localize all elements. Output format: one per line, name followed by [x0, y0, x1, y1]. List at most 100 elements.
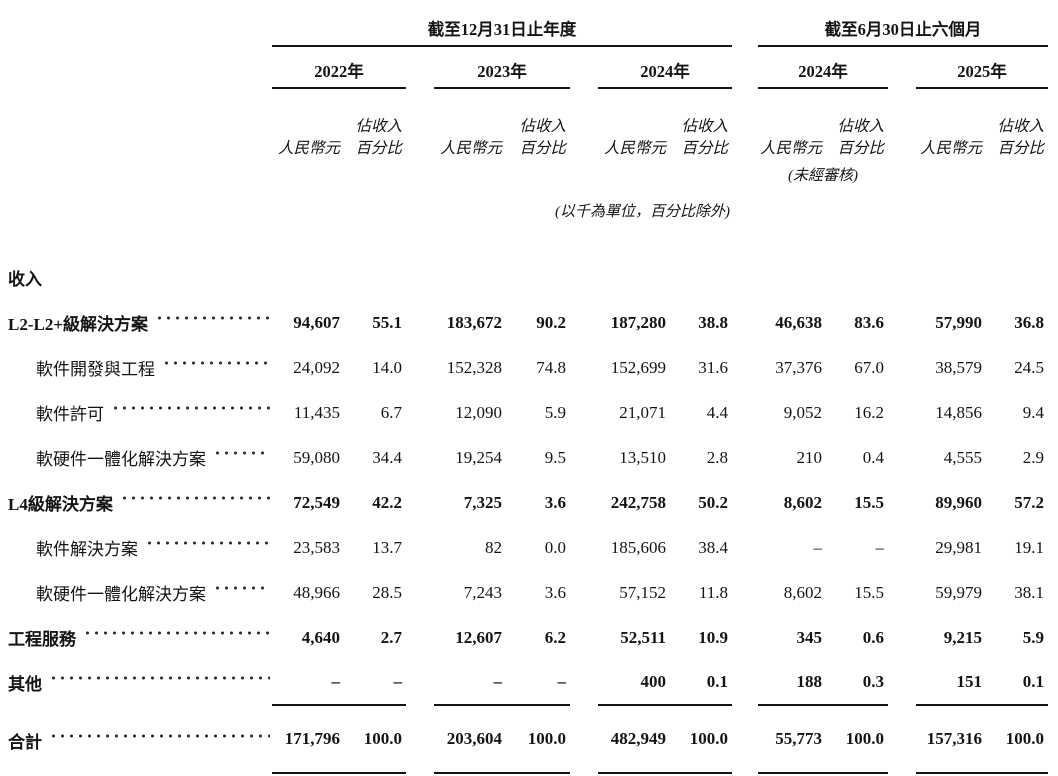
value-cell: 59,979 — [935, 582, 982, 602]
value-cell: 400 — [640, 672, 667, 691]
column-gap — [888, 570, 916, 615]
currency-header: 人民幣元 — [277, 140, 340, 157]
column-gap — [406, 345, 434, 390]
pct-cell: 38.4 — [698, 537, 728, 557]
column-gap — [406, 435, 434, 480]
dotted-leader — [213, 445, 270, 470]
row-label-inner: 其他 — [4, 670, 272, 695]
value-cell: 345 — [796, 627, 823, 647]
row-label-text: 軟硬件一體化解決方案 — [36, 450, 206, 469]
row-label-text: L4級解決方案 — [8, 495, 113, 514]
pct-cell: 6.7 — [380, 402, 402, 422]
value-cell: 9,052 — [783, 402, 822, 422]
value-cell: 23,583 — [293, 537, 340, 557]
column-gap — [732, 660, 758, 705]
column-gap — [888, 345, 916, 390]
pct-cell: 100.0 — [986, 704, 1048, 776]
column-gap — [570, 525, 598, 570]
value-cell: 82 — [485, 537, 502, 557]
value-cell: 4,640 — [301, 627, 340, 647]
value-cell: 188 — [796, 672, 823, 691]
column-gap — [406, 615, 434, 660]
year-header-row: 2022年 2023年 2024年 2024年 2025年 — [4, 46, 1048, 89]
value-cell: 7,325 — [463, 492, 502, 512]
column-gap — [406, 525, 434, 570]
row-label-inner: 合計 — [4, 727, 272, 753]
pct-cell: 38.8 — [698, 312, 728, 332]
year-header-2025-interim: 2025年 — [916, 46, 1048, 89]
pct-cell: 0.1 — [706, 672, 728, 691]
value-cell: 171,796 — [272, 704, 344, 776]
pct-cell: 28.5 — [372, 582, 402, 602]
pct-cell: 100.0 — [506, 704, 570, 776]
dotted-leader — [162, 355, 270, 380]
pct-cell: 2.7 — [380, 627, 402, 647]
value-cell: 38,579 — [935, 357, 982, 377]
empty-cell — [4, 164, 758, 190]
column-gap — [732, 88, 758, 164]
unaudited-note: (未經審核) — [788, 168, 858, 184]
units-note: (以千為單位，百分比除外) — [555, 203, 730, 220]
pct-cell: 34.4 — [372, 447, 402, 467]
value-cell: 94,607 — [293, 312, 340, 332]
column-gap — [406, 705, 434, 775]
pct-cell: 55.1 — [372, 312, 402, 332]
value-cell: 59,080 — [293, 447, 340, 467]
pct-header-line2: 百分比 — [837, 140, 884, 157]
table-row: L2-L2+級解決方案 94,607 55.1 183,672 90.2 187,280 3… — [4, 300, 1048, 345]
value-cell: 48,966 — [293, 582, 340, 602]
table-body: 收入 L2-L2+級解決方案 94,607 55.1 183,672 90.2 187,28… — [4, 230, 1048, 776]
value-cell: 482,949 — [598, 704, 670, 776]
pct-cell: 6.2 — [544, 627, 566, 647]
pct-cell: 5.9 — [544, 402, 566, 422]
value-cell: 151 — [956, 672, 983, 691]
row-label-inner: 軟硬件一體化解決方案 — [4, 445, 272, 470]
row-label-inner: L2-L2+級解決方案 — [4, 310, 272, 335]
group-gap — [732, 4, 758, 46]
column-gap — [888, 435, 916, 480]
value-cell: 152,699 — [610, 357, 666, 377]
pct-cell: 100.0 — [344, 704, 406, 776]
value-cell: 183,672 — [446, 312, 502, 332]
row-label: L4級解決方案 — [4, 480, 272, 525]
pct-cell: 15.5 — [854, 582, 884, 602]
pct-cell: 57.2 — [1014, 492, 1044, 512]
row-label-inner: 軟件開發與工程 — [4, 355, 272, 380]
currency-header: 人民幣元 — [919, 140, 982, 157]
dotted-leader — [49, 727, 270, 753]
currency-header: 人民幣元 — [603, 140, 666, 157]
row-label-text: 收入 — [8, 270, 42, 289]
pct-cell: 0.0 — [544, 537, 566, 557]
column-gap — [732, 705, 758, 775]
pct-cell: 0.3 — [862, 672, 884, 691]
dotted-leader — [49, 670, 270, 695]
column-gap — [732, 525, 758, 570]
table-row: L4級解決方案 72,549 42.2 7,325 3.6 242,758 50.2 8,60… — [4, 480, 1048, 525]
units-note-row: (以千為單位，百分比除外) — [4, 190, 1048, 230]
row-label: 軟硬件一體化解決方案 — [4, 570, 272, 615]
row-label-text: 軟件許可 — [36, 405, 104, 424]
pct-cell: 9.5 — [544, 447, 566, 467]
pct-header-line1: 佔收入 — [997, 118, 1044, 135]
empty-cell — [888, 164, 1048, 190]
row-label-inner: 工程服務 — [4, 625, 272, 650]
column-gap — [406, 570, 434, 615]
year-header-2022: 2022年 — [272, 46, 406, 89]
column-gap — [570, 705, 598, 775]
value-cell: 19,254 — [455, 447, 502, 467]
value-cell: 7,243 — [463, 582, 502, 602]
column-gap — [888, 390, 916, 435]
column-gap — [732, 345, 758, 390]
empty-cell — [4, 46, 272, 88]
value-cell: 8,602 — [783, 492, 822, 512]
table-row: 軟硬件一體化解決方案 59,080 34.4 19,254 9.5 13,510 2.8 21… — [4, 435, 1048, 480]
pct-cell: 0.4 — [862, 447, 884, 467]
row-label: 工程服務 — [4, 615, 272, 660]
value-cell: 185,606 — [610, 537, 666, 557]
value-cell: 187,280 — [610, 312, 666, 332]
pct-cell: 3.6 — [544, 582, 566, 602]
column-gap — [732, 46, 758, 88]
pct-cell: 4.4 — [706, 402, 728, 422]
table-row: 軟件許可 11,435 6.7 12,090 5.9 21,071 4.4 9,052 16.2… — [4, 390, 1048, 435]
value-cell: 57,990 — [935, 312, 982, 332]
